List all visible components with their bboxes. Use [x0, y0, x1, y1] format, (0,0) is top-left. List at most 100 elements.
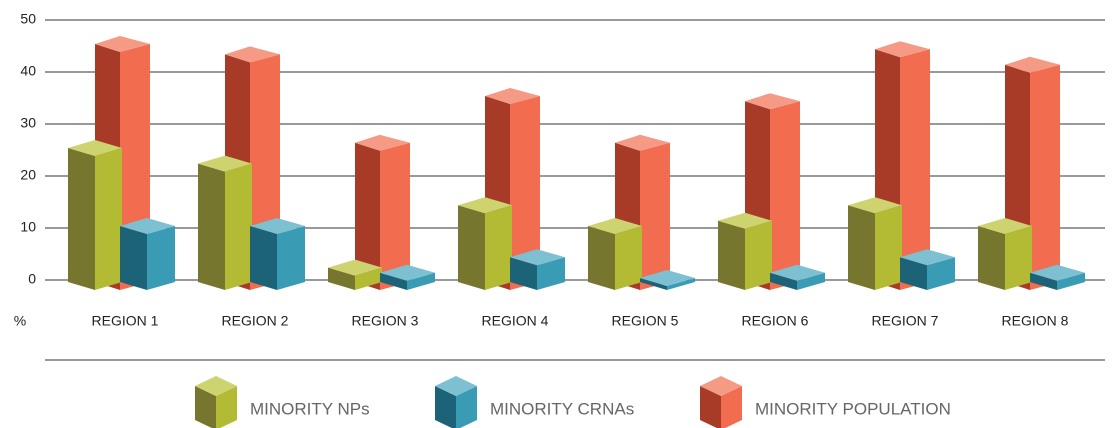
bar-top-face: [745, 93, 800, 110]
bar: [718, 212, 772, 290]
bar-top-face: [120, 218, 175, 234]
bar-right-face: [721, 386, 742, 428]
bar-left-face: [195, 386, 216, 428]
bar-right-face: [797, 272, 825, 290]
bar: [900, 249, 955, 290]
y-tick-label: 10: [20, 219, 36, 235]
bar-left-face: [380, 272, 407, 290]
bar-right-face: [407, 272, 435, 290]
bar-right-face: [510, 96, 540, 290]
bar-left-face: [700, 386, 721, 428]
legend-label: MINORITY NPs: [250, 399, 370, 418]
bar-right-face: [95, 148, 122, 290]
bar-right-face: [216, 386, 237, 428]
y-tick-label: 50: [20, 11, 36, 27]
legend-label: MINORITY POPULATION: [755, 399, 951, 418]
x-tick-label: REGION 2: [222, 313, 289, 329]
bar-right-face: [1057, 272, 1085, 290]
bar-left-face: [640, 278, 667, 290]
x-tick-label: REGION 8: [1002, 313, 1069, 329]
bar: [68, 140, 122, 290]
bar-left-face: [978, 226, 1005, 290]
y-tick-label: 30: [20, 115, 36, 131]
bar-left-face: [848, 205, 875, 290]
bar-top-face: [588, 218, 642, 234]
bar-top-face: [700, 376, 742, 396]
bar-right-face: [927, 257, 955, 290]
bar-top-face: [1030, 264, 1085, 281]
bar-top-face: [195, 376, 237, 396]
bar: [1030, 264, 1085, 290]
bar-right-face: [770, 101, 800, 290]
y-tick-label: 40: [20, 63, 36, 79]
bar-right-face: [667, 278, 695, 290]
bar-right-face: [900, 49, 930, 291]
legend-icon: [435, 376, 477, 428]
bar-right-face: [640, 142, 670, 290]
bar-top-face: [615, 134, 670, 151]
bar: [588, 218, 642, 290]
bar: [328, 259, 382, 290]
bar: [510, 249, 565, 290]
bar-left-face: [900, 257, 927, 290]
x-tick-label: REGION 4: [482, 313, 549, 329]
bar-left-face: [770, 272, 797, 290]
bar-top-face: [640, 270, 695, 286]
bar: [978, 218, 1032, 290]
y-tick-label: 0: [28, 271, 36, 287]
bar: [380, 264, 435, 290]
bar-top-face: [770, 264, 825, 281]
bar-top-face: [510, 249, 565, 266]
bar-top-face: [328, 259, 382, 276]
bar-top-face: [380, 264, 435, 281]
x-tick-label: REGION 1: [92, 313, 159, 329]
bar-right-face: [456, 386, 477, 428]
legend-label: MINORITY CRNAs: [490, 399, 634, 418]
bar-right-face: [745, 220, 772, 290]
bar-right-face: [615, 226, 642, 290]
bar-left-face: [250, 226, 277, 290]
bar-left-face: [718, 220, 745, 290]
x-tick-label: REGION 6: [742, 313, 809, 329]
bar-left-face: [1030, 272, 1057, 290]
bar-top-face: [198, 155, 252, 172]
bar: [198, 155, 252, 290]
bar-left-face: [68, 148, 95, 290]
bar-top-face: [485, 88, 540, 104]
bar-top-face: [68, 140, 122, 156]
bar-right-face: [485, 205, 512, 290]
bar: [770, 264, 825, 290]
x-tick-label: REGION 5: [612, 313, 679, 329]
bar-top-face: [435, 376, 477, 396]
bar: [848, 197, 902, 290]
bar-right-face: [537, 257, 565, 290]
bar-top-face: [95, 36, 150, 52]
bar: [120, 218, 175, 290]
bar: [355, 134, 410, 290]
bar-top-face: [225, 46, 280, 63]
bar-left-face: [355, 142, 380, 290]
bar-top-face: [848, 197, 902, 214]
bar-right-face: [380, 142, 410, 290]
bar-left-face: [120, 226, 147, 290]
bar-right-face: [1005, 226, 1032, 290]
bar-top-face: [875, 41, 930, 58]
bar-left-face: [198, 163, 225, 290]
y-axis-label: %: [14, 313, 26, 329]
bar-left-face: [328, 267, 355, 290]
bar-top-face: [355, 134, 410, 151]
bar-right-face: [875, 205, 902, 290]
bar-right-face: [277, 226, 305, 290]
bar-right-face: [355, 267, 382, 290]
y-tick-label: 20: [20, 167, 36, 183]
bar-top-face: [458, 197, 512, 214]
legend-icon: [195, 376, 237, 428]
bar-left-face: [458, 205, 485, 290]
bar-left-face: [588, 226, 615, 290]
bar-right-face: [147, 226, 175, 290]
bar: [640, 270, 695, 290]
bar-left-face: [510, 257, 537, 290]
bar-top-face: [1005, 56, 1060, 73]
legend-icon: [700, 376, 742, 428]
